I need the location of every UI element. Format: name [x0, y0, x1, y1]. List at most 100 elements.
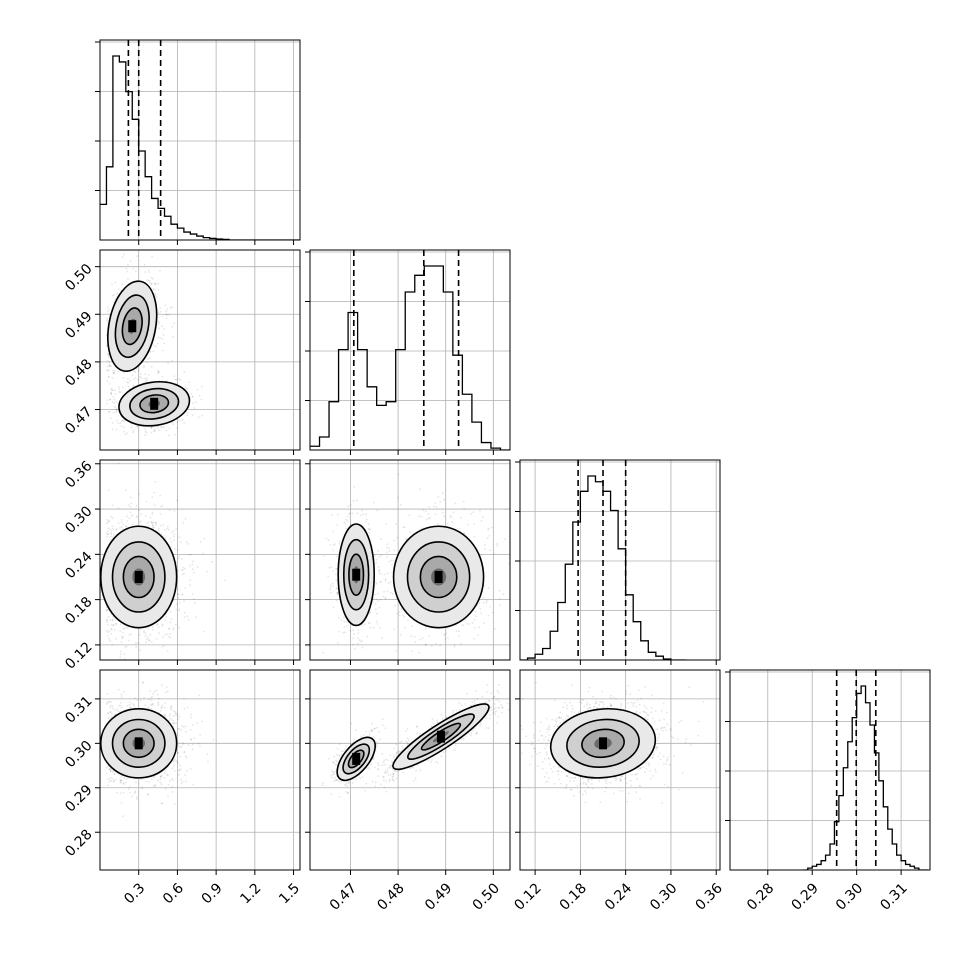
density-peak: [128, 320, 137, 333]
sample-point: [114, 406, 117, 409]
sample-point: [157, 320, 160, 323]
x-tick-label-3-1: 0.29: [788, 880, 821, 913]
sample-point: [337, 616, 340, 619]
sample-point: [494, 627, 496, 630]
sample-point: [166, 650, 169, 652]
sample-point: [154, 283, 156, 285]
sample-point: [117, 241, 119, 243]
sample-point: [351, 512, 354, 515]
sample-point: [183, 708, 186, 710]
sample-point: [119, 653, 122, 656]
sample-point: [140, 377, 143, 380]
sample-point: [174, 378, 177, 381]
sample-point: [459, 516, 462, 519]
sample-point: [110, 769, 113, 771]
sample-point: [121, 283, 124, 285]
sample-point: [357, 637, 359, 640]
sample-point: [106, 319, 108, 322]
sample-point: [112, 616, 114, 618]
sample-point: [161, 624, 164, 627]
sample-point: [150, 283, 153, 285]
sample-point: [155, 638, 158, 640]
sample-point: [155, 295, 158, 298]
sample-point: [108, 716, 110, 718]
sample-point: [140, 513, 143, 516]
sample-point: [128, 785, 131, 788]
sample-point: [173, 769, 176, 772]
histogram-panel-0: [95, 39, 301, 245]
sample-point: [133, 792, 136, 794]
sample-point: [123, 652, 126, 655]
sample-point: [140, 699, 142, 702]
sample-point: [369, 626, 371, 629]
sample-point: [157, 282, 160, 285]
sample-point: [353, 633, 355, 636]
sample-point: [429, 517, 431, 519]
sample-point: [107, 365, 109, 368]
sample-point: [400, 609, 403, 611]
sample-point: [178, 770, 181, 772]
sample-point: [378, 571, 381, 574]
sample-point: [150, 426, 153, 429]
sample-point: [377, 566, 380, 568]
sample-point: [349, 512, 351, 515]
sample-point: [449, 515, 452, 518]
sample-point: [377, 549, 380, 552]
sample-point: [190, 738, 193, 741]
sample-point: [112, 372, 115, 374]
sample-point: [151, 702, 154, 705]
sample-point: [126, 520, 129, 522]
x-tick-label-3-0: 0.28: [744, 880, 777, 913]
sample-point: [149, 351, 152, 353]
sample-point: [434, 502, 436, 505]
sample-point: [148, 698, 151, 701]
sample-point: [150, 276, 153, 279]
sample-point: [479, 509, 481, 512]
sample-point: [150, 282, 153, 285]
sample-point: [186, 412, 189, 414]
sample-point: [126, 270, 128, 273]
sample-point: [173, 803, 176, 806]
sample-point: [493, 552, 496, 555]
sample-point: [109, 528, 112, 530]
sample-point: [170, 618, 173, 620]
sample-point: [169, 611, 172, 613]
sample-point: [186, 615, 189, 617]
sample-point: [342, 631, 344, 634]
sample-point: [119, 656, 122, 659]
sample-point: [175, 608, 178, 611]
sample-point: [335, 579, 338, 582]
sample-point: [201, 414, 204, 417]
sample-point: [378, 606, 381, 609]
sample-point: [485, 599, 488, 602]
sample-point: [118, 388, 121, 391]
sample-point: [163, 772, 166, 774]
sample-point: [146, 522, 149, 524]
sample-point: [158, 327, 161, 329]
sample-point: [166, 527, 168, 530]
sample-point: [173, 510, 176, 512]
sample-point: [476, 634, 479, 637]
sample-point: [130, 502, 133, 505]
sample-point: [150, 520, 153, 523]
sample-point: [113, 369, 116, 372]
y-tick-label-2-2: 0.24: [62, 549, 95, 582]
sample-point: [135, 646, 138, 649]
sample-point: [348, 513, 351, 515]
sample-point: [188, 553, 191, 556]
sample-point: [414, 641, 417, 643]
sample-point: [151, 513, 154, 516]
sample-point: [461, 624, 463, 626]
sample-point: [144, 704, 147, 706]
sample-point: [173, 375, 176, 377]
sample-point: [119, 526, 121, 529]
sample-point: [422, 509, 425, 512]
sample-point: [361, 640, 364, 643]
sample-point: [191, 396, 194, 398]
sample-point: [386, 546, 388, 549]
sample-point: [115, 528, 118, 530]
sample-point: [342, 616, 345, 619]
sample-point: [157, 527, 160, 530]
sample-point: [110, 633, 113, 635]
sample-point: [164, 537, 167, 540]
